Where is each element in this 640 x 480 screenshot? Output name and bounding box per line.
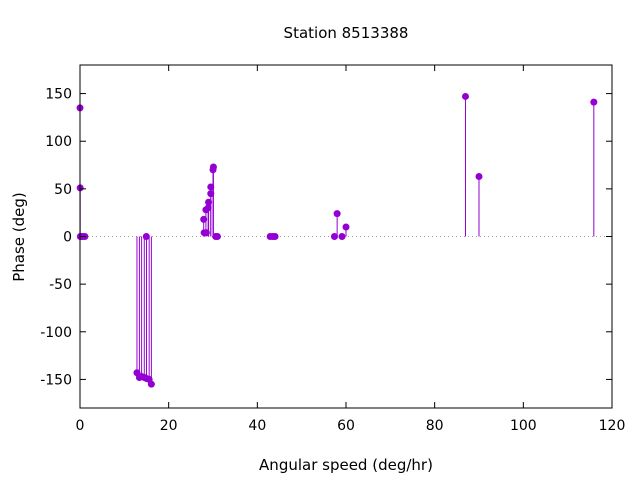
chart-title: Station 8513388	[284, 24, 409, 42]
data-point	[204, 204, 212, 212]
x-tick-label: 60	[337, 418, 355, 434]
data-point	[330, 233, 338, 240]
x-tick-label: 20	[160, 418, 178, 434]
data-point	[338, 233, 346, 240]
data-point	[461, 92, 469, 100]
data-point	[342, 223, 350, 231]
data-point	[209, 163, 217, 171]
x-tick-label: 120	[599, 418, 626, 434]
impulse-layer	[79, 96, 595, 385]
y-tick-label: 100	[45, 134, 72, 150]
y-tick-label: -50	[49, 277, 72, 293]
data-point	[207, 190, 215, 198]
y-axis-label: Phase (deg)	[10, 192, 28, 282]
data-point	[213, 233, 221, 240]
data-point	[475, 172, 483, 180]
y-tick-label: 0	[63, 230, 72, 246]
y-tick-label: -100	[40, 325, 72, 341]
y-tick-label: 150	[45, 87, 72, 103]
data-point	[200, 215, 208, 223]
data-point	[333, 210, 341, 218]
data-point	[590, 98, 598, 106]
data-point	[205, 198, 213, 206]
x-axis-label: Angular speed (deg/hr)	[259, 456, 433, 474]
x-tick-label: 100	[510, 418, 537, 434]
point-layer	[76, 92, 598, 388]
x-tick-label: 40	[248, 418, 266, 434]
y-tick-label: 50	[54, 182, 72, 198]
tick-layer: 0 20 40 60 80 100 120 -150 -100 -50 0 50 100 150	[40, 65, 625, 434]
data-point	[207, 183, 215, 191]
y-tick-label: -150	[40, 372, 72, 388]
data-point	[202, 229, 210, 237]
x-tick-label: 0	[76, 418, 85, 434]
data-point	[142, 233, 150, 240]
data-point	[271, 233, 279, 240]
data-point	[147, 380, 155, 388]
x-tick-label: 80	[426, 418, 444, 434]
